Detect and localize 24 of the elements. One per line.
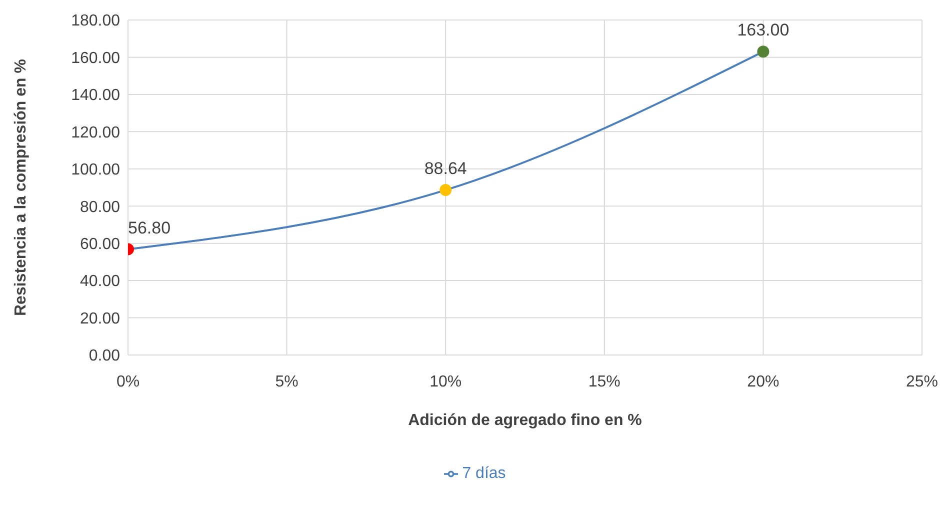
legend-label: 7 días (462, 465, 506, 482)
x-tick-label: 10% (430, 373, 462, 390)
x-tick-label: 15% (588, 373, 620, 390)
data-label: 56.80 (128, 218, 171, 238)
point (757, 46, 770, 58)
x-axis-title: Adición de agregado fino en % (408, 412, 642, 429)
y-tick-label: 0.00 (88, 348, 120, 365)
x-tick-label: 25% (906, 373, 938, 390)
data-label: 163.00 (737, 20, 790, 40)
y-tick-label: 120.00 (71, 124, 120, 142)
y-tick-label: 160.00 (71, 50, 120, 67)
data-label: 88.64 (424, 159, 467, 178)
x-tick-label: 20% (747, 373, 780, 390)
y-tick-label: 80.00 (80, 198, 120, 216)
y-tick-label: 60.00 (80, 236, 120, 254)
y-tick-label: 40.00 (80, 273, 120, 290)
y-tick-label: 180.00 (71, 12, 120, 30)
y-axis-title: Resistencia a la compresión en % (12, 59, 30, 316)
y-tick-label: 140.00 (71, 87, 120, 104)
y-tick-label: 100.00 (71, 162, 120, 179)
x-tick-label: 0% (116, 373, 140, 390)
y-tick-label: 20.00 (80, 310, 120, 328)
point (440, 184, 452, 196)
x-tick-label: 5% (275, 373, 298, 390)
